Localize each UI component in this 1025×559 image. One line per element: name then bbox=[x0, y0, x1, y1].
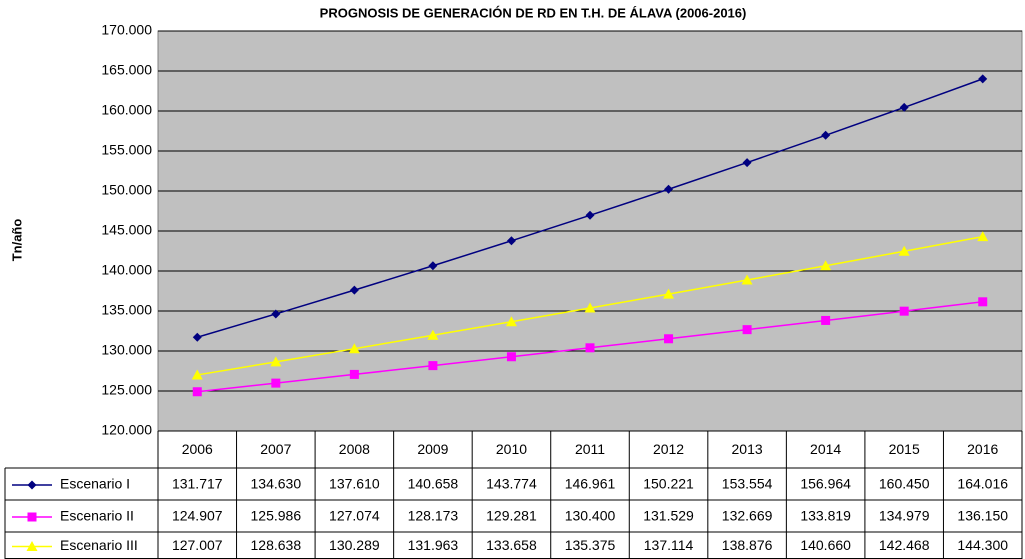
marker bbox=[742, 325, 752, 335]
table-cell: 160.450 bbox=[879, 476, 930, 492]
table-cell: 125.986 bbox=[251, 508, 302, 524]
marker bbox=[584, 302, 596, 313]
marker bbox=[26, 541, 38, 551]
x-tick-label: 2008 bbox=[339, 441, 370, 457]
y-tick-label: 155.000 bbox=[101, 142, 152, 158]
marker bbox=[506, 236, 516, 246]
x-tick-label: 2015 bbox=[889, 441, 920, 457]
y-tick-label: 160.000 bbox=[101, 102, 152, 118]
marker bbox=[428, 361, 438, 371]
marker bbox=[271, 309, 281, 319]
y-tick-label: 120.000 bbox=[101, 422, 152, 438]
marker bbox=[192, 387, 202, 397]
marker bbox=[978, 74, 988, 84]
table-cell: 127.074 bbox=[329, 508, 380, 524]
marker bbox=[506, 352, 516, 362]
x-tick-label: 2013 bbox=[732, 441, 763, 457]
y-tick-label: 130.000 bbox=[101, 342, 152, 358]
x-tick-label: 2010 bbox=[496, 441, 527, 457]
table-cell: 130.289 bbox=[329, 537, 380, 553]
table-cell: 136.150 bbox=[957, 508, 1008, 524]
marker bbox=[270, 356, 282, 367]
table-cell: 130.400 bbox=[565, 508, 616, 524]
table-cell: 128.638 bbox=[251, 537, 302, 553]
marker bbox=[505, 316, 517, 327]
marker bbox=[585, 210, 595, 220]
table-cell: 142.468 bbox=[879, 537, 930, 553]
table-cell: 132.669 bbox=[722, 508, 773, 524]
table-cell: 140.658 bbox=[408, 476, 459, 492]
y-tick-label: 145.000 bbox=[101, 222, 152, 238]
table-cell: 150.221 bbox=[643, 476, 694, 492]
table-cell: 156.964 bbox=[800, 476, 851, 492]
marker bbox=[898, 245, 910, 256]
table-cell: 134.630 bbox=[251, 476, 302, 492]
x-tick-label: 2012 bbox=[653, 441, 684, 457]
table-cell: 137.114 bbox=[644, 537, 694, 553]
table-cell: 153.554 bbox=[722, 476, 773, 492]
marker bbox=[899, 306, 909, 316]
table-cell: 131.529 bbox=[643, 508, 694, 524]
marker bbox=[192, 332, 202, 342]
table-cell: 143.774 bbox=[486, 476, 537, 492]
x-tick-label: 2016 bbox=[967, 441, 998, 457]
marker bbox=[427, 329, 439, 340]
y-tick-label: 150.000 bbox=[101, 182, 152, 198]
table-cell: 134.979 bbox=[879, 508, 930, 524]
marker bbox=[348, 343, 360, 354]
marker bbox=[977, 231, 989, 242]
y-tick-label: 170.000 bbox=[101, 22, 152, 38]
marker bbox=[271, 378, 281, 388]
x-tick-label: 2014 bbox=[810, 441, 841, 457]
marker bbox=[663, 288, 675, 299]
table-cell: 131.963 bbox=[408, 537, 459, 553]
chart-title: PROGNOSIS DE GENERACIÓN DE RD EN T.H. DE… bbox=[320, 5, 747, 20]
y-tick-label: 135.000 bbox=[101, 302, 152, 318]
x-tick-label: 2009 bbox=[417, 441, 448, 457]
table-cell: 144.300 bbox=[957, 537, 1008, 553]
marker bbox=[899, 102, 909, 112]
table-cell: 128.173 bbox=[408, 508, 459, 524]
marker bbox=[428, 261, 438, 271]
table-cell: 146.961 bbox=[565, 476, 616, 492]
marker bbox=[664, 184, 674, 194]
table-cell: 127.007 bbox=[172, 537, 223, 553]
table-cell: 140.660 bbox=[800, 537, 851, 553]
marker bbox=[978, 297, 988, 307]
marker bbox=[821, 130, 831, 140]
marker bbox=[191, 369, 203, 380]
table-cell: 124.907 bbox=[172, 508, 223, 524]
table-cell: 133.819 bbox=[800, 508, 851, 524]
table-cell: 135.375 bbox=[565, 537, 616, 553]
x-tick-label: 2011 bbox=[575, 441, 605, 457]
table-cell: 164.016 bbox=[957, 476, 1008, 492]
table-cell: 129.281 bbox=[486, 508, 537, 524]
marker bbox=[349, 369, 359, 379]
y-tick-label: 125.000 bbox=[101, 382, 152, 398]
marker bbox=[585, 343, 595, 353]
table-cell: 131.717 bbox=[172, 476, 223, 492]
x-tick-label: 2006 bbox=[182, 441, 213, 457]
y-axis-label: Tn/año bbox=[9, 219, 24, 262]
marker bbox=[27, 480, 37, 490]
marker bbox=[820, 260, 832, 271]
table-cell: 138.876 bbox=[722, 537, 773, 553]
legend-label: Escenario III bbox=[60, 537, 138, 553]
y-tick-label: 165.000 bbox=[101, 62, 152, 78]
table-cell: 137.610 bbox=[329, 476, 380, 492]
marker bbox=[741, 274, 753, 285]
legend-label: Escenario II bbox=[60, 508, 134, 524]
x-tick-label: 2007 bbox=[260, 441, 291, 457]
table-cell: 133.658 bbox=[486, 537, 537, 553]
marker bbox=[349, 285, 359, 295]
marker bbox=[742, 158, 752, 168]
marker bbox=[664, 334, 674, 344]
y-tick-label: 140.000 bbox=[101, 262, 152, 278]
legend-label: Escenario I bbox=[60, 476, 130, 492]
marker bbox=[821, 315, 831, 325]
marker bbox=[27, 512, 37, 522]
